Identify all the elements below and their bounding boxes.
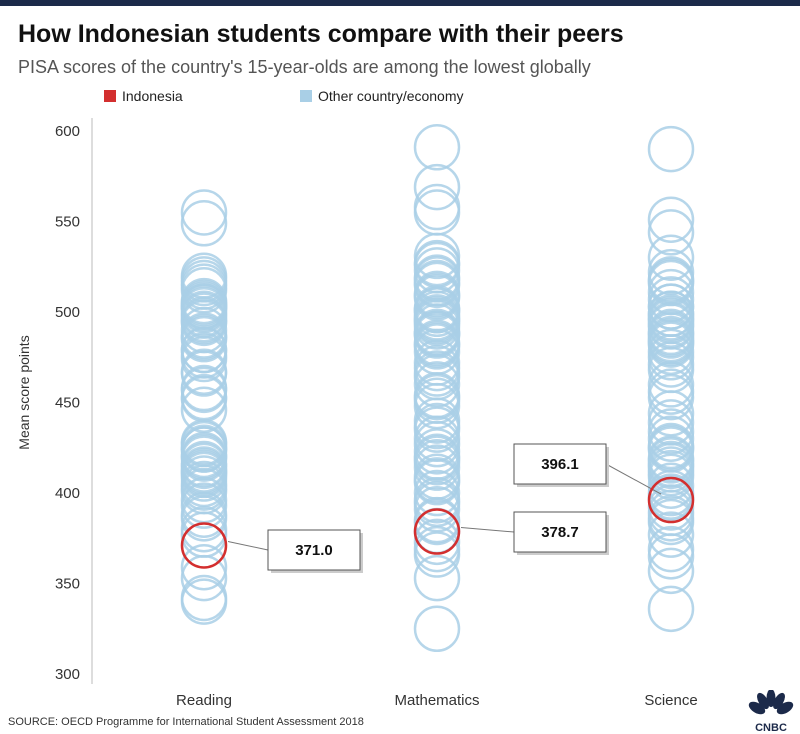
y-tick-label: 450 [55,395,80,412]
data-point-other [413,261,461,309]
callout-box [513,443,607,485]
data-point-other [647,453,695,500]
data-point-other [180,482,228,529]
data-point-other [647,585,695,633]
cnbc-logo: CNBC [748,690,794,734]
logo-text: CNBC [755,722,787,734]
data-label-indonesia: 378.7 [541,524,579,541]
x-category-label: Mathematics [394,692,479,709]
callout-box [267,529,361,571]
data-point-indonesia [647,476,695,524]
data-point-other [647,125,695,173]
data-point-other [413,163,461,211]
data-point-other [413,605,461,652]
data-point-other [180,200,228,247]
data-point-indonesia [413,508,461,555]
y-tick-label: 600 [55,123,80,140]
data-point-other [180,375,228,423]
callout-box [513,511,607,553]
data-point-other [647,547,695,595]
data-point-other [180,574,228,622]
data-point-other [413,498,461,546]
data-point-other [180,189,228,236]
x-category-label: Reading [176,692,232,709]
data-label-indonesia: 371.0 [295,542,333,559]
chart-title: How Indonesian students compare with the… [18,20,624,48]
y-tick-label: 300 [55,666,80,683]
data-point-other [180,578,228,625]
data-point-other [180,543,228,591]
data-point-other [647,196,695,243]
legend-swatch-indonesia [104,90,116,102]
data-point-other [180,335,228,383]
data-point-other [647,533,695,580]
data-point-other [647,373,695,421]
data-point-other [647,209,695,256]
legend-label-other: Other country/economy [318,88,464,104]
y-tick-label: 400 [55,485,80,502]
data-point-indonesia [180,522,228,569]
data-point-other [180,350,228,397]
data-point-other [413,124,461,171]
data-point-other [647,511,695,558]
x-category-label: Science [644,692,697,709]
data-point-other [647,498,695,546]
callout-leader-line [227,541,269,551]
callout-leader-line [460,527,515,533]
data-point-other [647,234,695,281]
y-tick-label: 350 [55,576,80,593]
data-point-other [413,531,461,578]
data-point-other [180,495,228,542]
data-label-indonesia: 396.1 [541,456,579,473]
source-note: SOURCE: OECD Programme for International… [8,716,364,728]
data-point-other [180,315,228,363]
legend-label-indonesia: Indonesia [122,88,183,104]
y-tick-label: 500 [55,304,80,321]
data-point-other [413,458,461,506]
data-point-other [413,444,461,491]
legend-swatch-other [300,90,312,102]
legend-item-indonesia: Indonesia [104,88,183,104]
legend-item-other: Other country/economy [300,88,464,104]
data-point-other [180,554,228,602]
y-tick-label: 550 [55,214,80,231]
top-accent-bar [0,0,800,6]
chart-subtitle: PISA scores of the country's 15-year-old… [18,57,591,77]
data-point-other [413,554,461,602]
y-axis-title: Mean score points [16,335,32,449]
data-point-other [413,406,461,453]
